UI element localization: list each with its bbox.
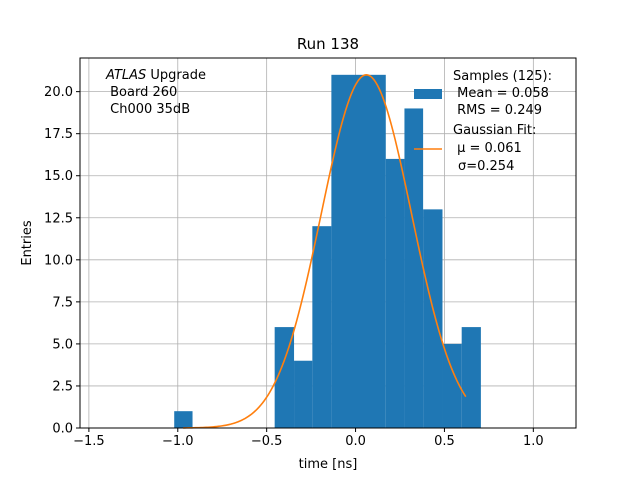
y-axis-label: Entries [20,220,35,266]
y-tick-label: 10.0 [44,253,73,268]
x-tick-label: −1.5 [73,434,105,449]
x-tick-label: 1.0 [523,434,544,449]
gaussian-fit [183,74,467,429]
x-tick-label: −0.5 [251,434,283,449]
y-tick-label: 20.0 [44,85,73,100]
y-tick-label: 2.5 [52,379,73,394]
x-tick-label: 0.0 [345,434,366,449]
y-tick-label: 15.0 [44,169,73,184]
y-tick-label: 5.0 [52,337,73,352]
plot-frame [79,57,577,429]
x-tick-label: −1.0 [162,434,194,449]
histogram-bars [174,74,481,429]
annotation-line-2: Board 260 [106,85,177,100]
chart-title: Run 138 [297,35,359,53]
legend-samples-label: Samples (125): [453,69,552,84]
legend-samples-rms: RMS = 0.249 [453,103,542,118]
annotation-box: ATLAS Upgrade Board 260 Ch000 35dB [105,68,206,117]
x-tick-label: 0.5 [434,434,455,449]
annotation-line-1: ATLAS Upgrade [105,68,206,83]
histogram-bar [423,209,443,428]
legend-fit-label: Gaussian Fit: [453,123,536,138]
legend-samples-swatch [414,89,442,99]
annotation-line-3: Ch000 35dB [106,102,190,117]
y-tick-label: 17.5 [44,127,73,142]
histogram-bar [385,158,405,428]
legend-fit-mu: μ = 0.061 [453,141,522,156]
histogram-bar [368,74,386,429]
histogram-bar [461,327,481,428]
histogram-bar [442,343,462,428]
legend-fit-sigma: σ=0.254 [458,159,514,174]
x-axis-label: time [ns] [299,457,358,472]
histogram-bar [404,108,424,429]
annotation-upgrade: Upgrade [146,68,206,83]
histogram-bar [312,226,332,428]
axis-ticks: −1.5 −1.0 −0.5 0.0 0.5 1.0 0.0 2.5 5.0 7.5 10.0 12.… [44,85,544,449]
gaussian-fit-line [183,74,467,429]
histogram-bar [331,74,368,429]
histogram-bar [274,327,295,428]
y-tick-label: 7.5 [52,295,73,310]
legend-samples-mean: Mean = 0.058 [453,86,549,101]
annotation-atlas: ATLAS [105,68,146,83]
legend: Samples (125): Mean = 0.058 RMS = 0.249 … [414,69,552,174]
y-tick-label: 0.0 [52,422,73,437]
y-tick-label: 12.5 [44,211,73,226]
histogram-bar [174,411,193,428]
histogram-bar [294,360,313,428]
